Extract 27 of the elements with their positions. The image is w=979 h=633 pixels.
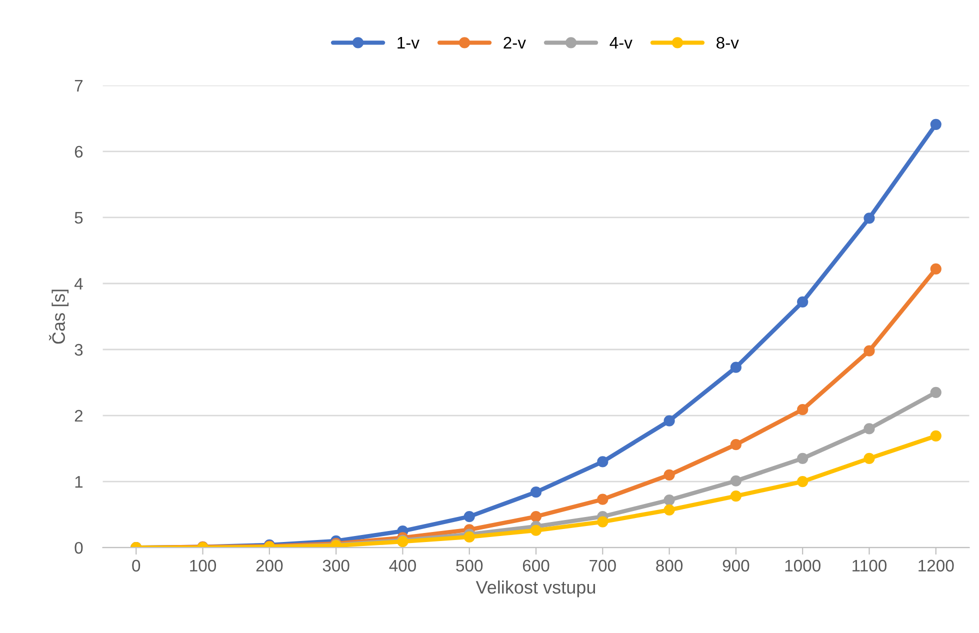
x-tick-label: 1100: [852, 560, 887, 572]
x-tick-label: 900: [722, 560, 750, 572]
y-tick-label: 0: [74, 542, 83, 554]
y-axis-title: Čas [s]: [49, 290, 69, 344]
y-tick-label: 3: [74, 344, 83, 356]
x-tick-label: 0: [132, 560, 140, 572]
y-tick-label: 1: [75, 476, 83, 488]
x-tick-label: 1200: [918, 560, 954, 572]
x-tick-label: 300: [322, 560, 350, 572]
x-tick-label: 600: [522, 560, 550, 572]
legend-label: 8-v: [716, 36, 739, 49]
x-tick-label: 1000: [785, 560, 820, 572]
y-tick-label: 7: [74, 80, 83, 92]
x-tick-label: 200: [256, 560, 283, 572]
x-tick-label: 800: [656, 560, 683, 572]
x-tick-label: 400: [389, 560, 416, 572]
x-axis-title: Velikost vstupu: [476, 580, 596, 598]
legend-label: 4-v: [610, 37, 632, 49]
y-tick-label: 4: [74, 278, 83, 290]
y-tick-label: 5: [74, 212, 83, 224]
legend-label: 1-v: [398, 37, 420, 49]
y-tick-label: 6: [74, 146, 83, 158]
x-tick-label: 500: [456, 560, 483, 572]
y-tick-label: 2: [74, 410, 83, 422]
x-tick-label: 700: [590, 560, 616, 572]
legend-label: 2-v: [504, 36, 526, 49]
x-tick-label: 100: [190, 560, 216, 572]
